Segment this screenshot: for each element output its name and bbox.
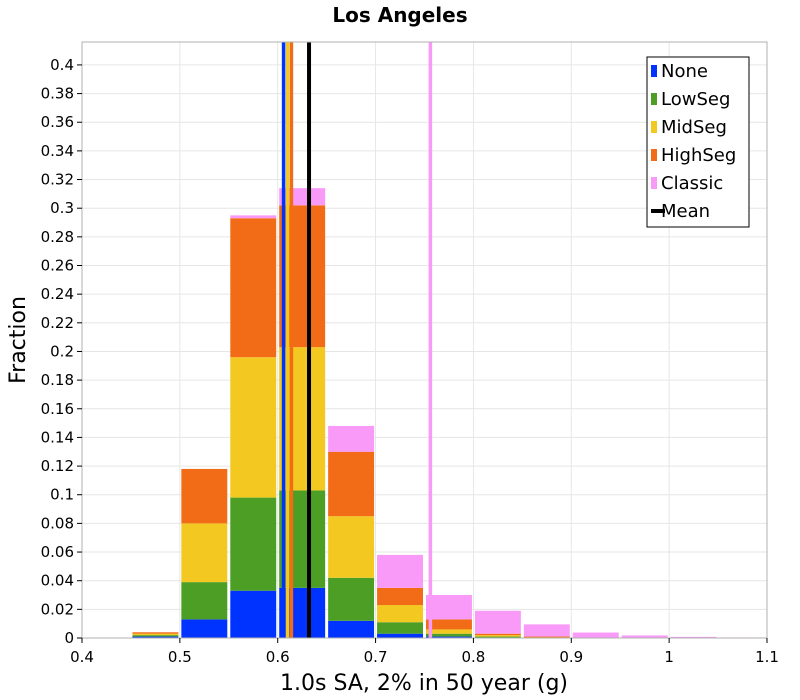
y-tick-label: 0.22: [41, 314, 74, 332]
bar-midseg-0: [132, 633, 179, 636]
y-tick-label: 0.06: [41, 543, 74, 561]
legend-label-highseg: HighSeg: [661, 145, 736, 166]
bar-highseg-2: [230, 218, 277, 358]
y-tick-label: 0.08: [41, 514, 74, 532]
legend-label-classic: Classic: [661, 173, 723, 194]
bar-classic-6: [426, 595, 472, 620]
legend: None LowSeg MidSeg HighSeg Classic Mean: [646, 56, 750, 228]
y-tick-label: 0.34: [41, 142, 74, 160]
x-tick-label: 0.7: [364, 648, 388, 666]
chart-title: Los Angeles: [332, 3, 467, 27]
legend-label-mean: Mean: [661, 201, 710, 222]
y-tick-label: 0.04: [41, 572, 74, 590]
bar-lowseg-1: [181, 582, 228, 620]
bar-none-5: [377, 633, 423, 638]
y-tick-label: 0.24: [41, 285, 74, 303]
bar-midseg-7: [474, 635, 521, 637]
x-axis-title: 1.0s SA, 2% in 50 year (g): [280, 671, 568, 696]
bar-none-6: [426, 636, 472, 638]
bar-lowseg-4: [328, 577, 375, 621]
bar-classic-10: [621, 635, 668, 638]
bar-lowseg-2: [230, 497, 277, 591]
bar-highseg-1: [181, 468, 228, 524]
y-tick-label: 0.1: [50, 486, 74, 504]
bar-highseg-7: [474, 633, 521, 636]
bar-lowseg-7: [474, 636, 521, 638]
y-axis-title: Fraction: [6, 296, 31, 384]
y-tick-label: 0.18: [41, 371, 74, 389]
x-axis-ticks: 0.4 0.5 0.6 0.7 0.8 0.9 1 1.1: [70, 638, 779, 666]
legend-box: [646, 56, 750, 228]
bar-none-2: [230, 590, 277, 638]
legend-swatch-mean: [651, 209, 665, 213]
bar-midseg-1: [181, 523, 228, 583]
y-tick-label: 0.02: [41, 600, 74, 618]
bar-midseg-4: [328, 516, 375, 578]
y-tick-label: 0.26: [41, 257, 74, 275]
mean-lines: [281, 42, 433, 638]
bar-midseg-5: [377, 605, 423, 623]
bar-classic-7: [474, 610, 521, 634]
legend-swatch-none: [651, 65, 657, 77]
bar-midseg-2: [230, 357, 277, 498]
y-tick-label: 0.38: [41, 85, 74, 103]
bar-midseg-6: [426, 629, 472, 634]
bar-highseg-4: [328, 451, 375, 517]
bar-classic-8: [523, 624, 570, 637]
bar-classic-4: [328, 425, 375, 452]
legend-swatch-classic: [651, 177, 657, 189]
legend-label-lowseg: LowSeg: [661, 89, 730, 110]
y-tick-label: 0.2: [50, 342, 74, 360]
y-tick-label: 0: [64, 629, 74, 647]
bar-classic-5: [377, 554, 423, 588]
y-tick-label: 0.12: [41, 457, 74, 475]
x-tick-label: 0.6: [266, 648, 290, 666]
bar-none-0: [132, 636, 179, 638]
y-tick-label: 0.32: [41, 171, 74, 189]
bar-classic-2: [230, 215, 277, 219]
bar-none-4: [328, 620, 375, 638]
y-tick-label: 0.14: [41, 428, 74, 446]
y-tick-label: 0.3: [50, 199, 74, 217]
legend-label-midseg: MidSeg: [661, 117, 727, 138]
x-tick-label: 0.4: [70, 648, 94, 666]
bar-highseg-0: [132, 632, 179, 634]
y-tick-label: 0.28: [41, 228, 74, 246]
y-axis-ticks: 0 0.02 0.04 0.06 0.08 0.1 0.12 0.14 0.16 0.18 0.2 0…: [41, 56, 82, 647]
plot-frame: [81, 41, 768, 639]
bar-highseg-6: [426, 619, 472, 630]
bar-classic-11: [670, 636, 717, 638]
y-tick-label: 0.36: [41, 113, 74, 131]
legend-swatch-midseg: [651, 121, 657, 133]
y-tick-label: 0.4: [50, 56, 74, 74]
x-tick-label: 0.8: [461, 648, 485, 666]
x-tick-label: 1.1: [755, 648, 779, 666]
bar-lowseg-6: [426, 633, 472, 637]
y-tick-label: 0.16: [41, 400, 74, 418]
bar-highseg-5: [377, 587, 423, 606]
legend-swatch-lowseg: [651, 93, 657, 105]
legend-swatch-highseg: [651, 149, 657, 161]
bars: [132, 188, 766, 639]
legend-label-none: None: [661, 61, 708, 82]
x-tick-label: 0.9: [559, 648, 583, 666]
bar-lowseg-5: [377, 622, 423, 634]
x-tick-label: 1: [664, 648, 674, 666]
bar-highseg-8: [523, 636, 570, 638]
bar-lowseg-0: [132, 635, 179, 637]
bar-classic-9: [572, 632, 619, 638]
bar-none-1: [181, 619, 228, 638]
x-tick-label: 0.5: [168, 648, 192, 666]
